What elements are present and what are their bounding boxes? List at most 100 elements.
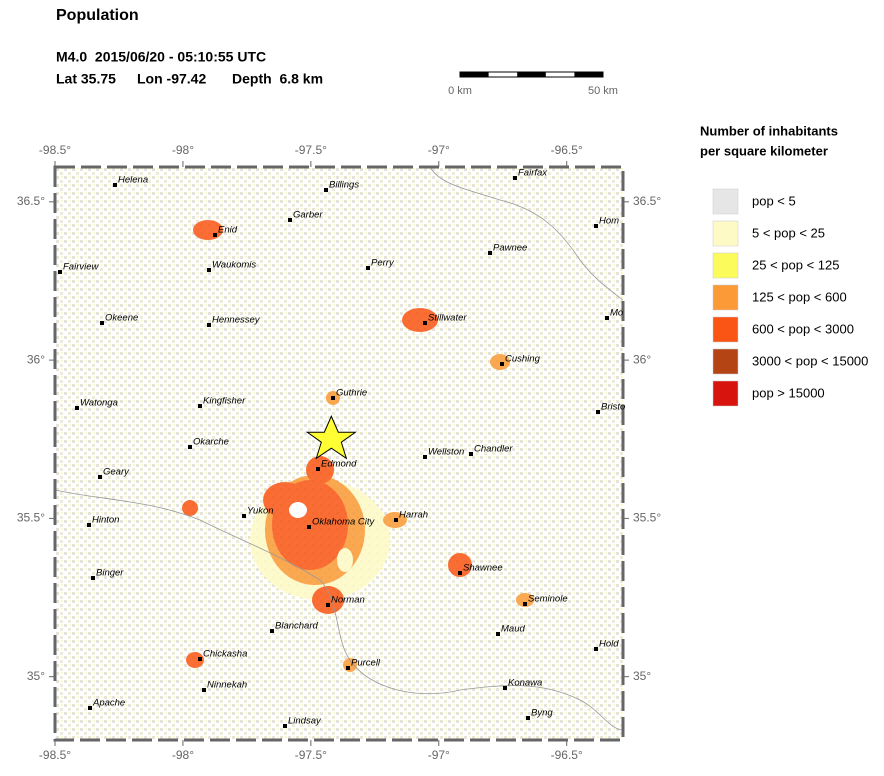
city-dot — [526, 716, 530, 720]
city-label: Apache — [92, 698, 125, 709]
city-label: Watonga — [80, 398, 118, 409]
y-tick-label: 36.5° — [633, 194, 661, 208]
city-label: Byng — [531, 708, 553, 719]
x-tick-label: -98° — [172, 143, 194, 157]
event: M4.0 2015/06/20 - 05:10:55 UTC — [56, 49, 266, 65]
y-tick-label: 35° — [633, 669, 651, 683]
legend-label: 3000 < pop < 15000 — [752, 353, 868, 368]
cities: Helena Billings Enid Garber Fairfax Hom Pawnee… — [58, 168, 625, 728]
legend-label: pop > 15000 — [752, 385, 825, 400]
legend-label: 600 < pop < 3000 — [752, 321, 854, 336]
city-label: Chandler — [474, 444, 513, 455]
city-dot — [270, 629, 274, 633]
y-tick-label: 36.5° — [17, 194, 45, 208]
city-label: Chickasha — [203, 649, 247, 660]
city-dot — [594, 647, 598, 651]
x-tick-label: -97° — [428, 143, 450, 157]
city-label: Yukon — [247, 506, 274, 517]
city-dot — [605, 316, 609, 320]
city-label: Garber — [293, 210, 323, 221]
city-dot — [88, 706, 92, 710]
city-dot — [346, 666, 350, 670]
city-dot — [307, 525, 311, 529]
city-label: Purcell — [351, 658, 381, 669]
city-dot — [242, 514, 246, 518]
y-tick-label: 35.5° — [633, 511, 661, 525]
city-label: Mo — [610, 308, 623, 319]
city-dot — [513, 176, 517, 180]
scale-bar: 0 km 50 km — [448, 71, 618, 97]
city-dot — [488, 251, 492, 255]
legend-swatch — [712, 284, 739, 311]
city-label: Hennessey — [212, 315, 261, 326]
city-label: Hom — [599, 216, 619, 227]
x-tick-label: -97.5° — [295, 143, 327, 157]
city-dot — [198, 657, 202, 661]
legend-swatch — [712, 316, 739, 343]
city-dot — [198, 404, 202, 408]
city-label: Stillwater — [428, 313, 467, 324]
x-tick-label: -96.5° — [551, 143, 583, 157]
city-dot — [98, 475, 102, 479]
city-label: Hold — [599, 639, 619, 650]
y-tick-label: 36° — [27, 352, 45, 366]
city-dot — [91, 576, 95, 580]
city-dot — [423, 321, 427, 325]
city-label: Edmond — [321, 459, 357, 470]
city-label: Lindsay — [288, 716, 322, 727]
city-label: Billings — [329, 180, 359, 191]
city-label: Geary — [103, 467, 130, 478]
city-label: Harrah — [399, 510, 428, 521]
legend-swatch — [712, 188, 739, 215]
city-dot — [283, 724, 287, 728]
city-dot — [75, 406, 79, 410]
legend-title: Number of inhabitants — [700, 123, 838, 138]
city-dot — [326, 603, 330, 607]
city-dot — [594, 224, 598, 228]
lat: Lat 35.75 — [56, 71, 116, 87]
city-label: Okeene — [105, 313, 138, 324]
depth: Depth 6.8 km — [232, 71, 323, 87]
city-label: Ninnekah — [207, 680, 247, 691]
city-label: Shawnee — [463, 563, 503, 574]
title: Population — [56, 7, 139, 24]
city-dot — [469, 452, 473, 456]
x-tick-label: -97° — [428, 748, 450, 762]
city-label: Kingfisher — [203, 396, 246, 407]
epicenter — [305, 415, 357, 460]
scale-start: 0 km — [448, 85, 472, 97]
city-label: Seminole — [528, 594, 568, 605]
city-dot — [100, 321, 104, 325]
x-tick-label: -97.5° — [295, 748, 327, 762]
city-label: Oklahoma City — [312, 517, 376, 528]
city-dot — [316, 467, 320, 471]
ticks: -98.5° -98.5° -98° -98° -97.5° -97.5° -97° -97°… — [17, 143, 662, 762]
x-tick-label: -98° — [172, 748, 194, 762]
city-dot — [423, 455, 427, 459]
city-dot — [496, 632, 500, 636]
y-tick-label: 35.5° — [17, 511, 45, 525]
city-dot — [503, 686, 507, 690]
city-label: Cushing — [505, 354, 541, 365]
frame — [53, 165, 625, 742]
city-dot — [331, 396, 335, 400]
city-label: Fairview — [63, 262, 100, 273]
city-label: Guthrie — [336, 388, 367, 399]
legend-title: per square kilometer — [700, 143, 828, 158]
city-label: Pawnee — [493, 243, 527, 254]
legend-label: 125 < pop < 600 — [752, 289, 847, 304]
legend: pop < 5 5 < pop < 25 25 < pop < 125 125 < p… — [712, 188, 868, 407]
city-label: Waukomis — [212, 260, 256, 271]
city-dot — [58, 270, 62, 274]
city-label: Enid — [218, 225, 238, 236]
x-tick-label: -98.5° — [39, 748, 71, 762]
legend-swatch — [712, 348, 739, 375]
city-label: Norman — [331, 595, 365, 606]
city-dot — [288, 218, 292, 222]
city-dot — [202, 688, 206, 692]
city-label: Blanchard — [275, 621, 318, 632]
city-label: Bristo — [601, 402, 625, 413]
legend-swatch — [712, 252, 739, 279]
lon: Lon -97.42 — [137, 71, 206, 87]
